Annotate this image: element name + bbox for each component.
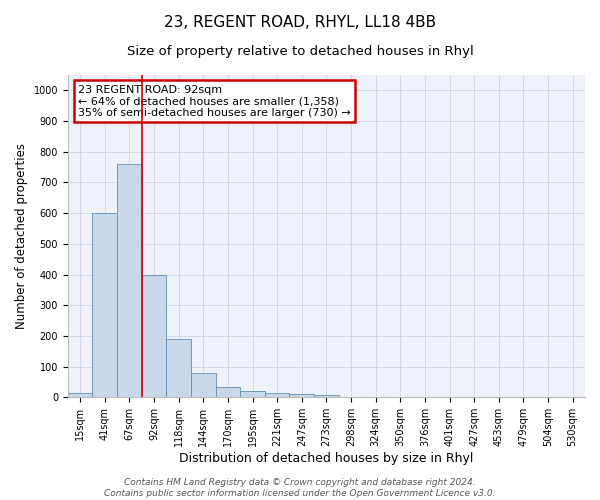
- Bar: [68, 392, 92, 398]
- Bar: [92, 213, 117, 398]
- Bar: [240, 391, 265, 398]
- Bar: [166, 339, 191, 398]
- Bar: [289, 394, 314, 398]
- Y-axis label: Number of detached properties: Number of detached properties: [15, 143, 28, 329]
- Bar: [215, 386, 240, 398]
- Bar: [265, 392, 289, 398]
- Bar: [117, 164, 142, 398]
- Bar: [191, 374, 215, 398]
- Bar: [314, 395, 339, 398]
- Bar: [142, 274, 166, 398]
- Text: 23, REGENT ROAD, RHYL, LL18 4BB: 23, REGENT ROAD, RHYL, LL18 4BB: [164, 15, 436, 30]
- Text: 23 REGENT ROAD: 92sqm
← 64% of detached houses are smaller (1,358)
35% of semi-d: 23 REGENT ROAD: 92sqm ← 64% of detached …: [78, 84, 351, 118]
- X-axis label: Distribution of detached houses by size in Rhyl: Distribution of detached houses by size …: [179, 452, 473, 465]
- Text: Contains HM Land Registry data © Crown copyright and database right 2024.
Contai: Contains HM Land Registry data © Crown c…: [104, 478, 496, 498]
- Text: Size of property relative to detached houses in Rhyl: Size of property relative to detached ho…: [127, 45, 473, 58]
